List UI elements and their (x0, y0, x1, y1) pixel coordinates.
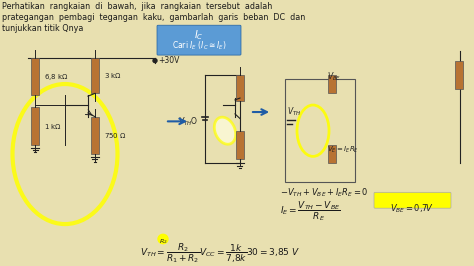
Text: Cari $I_E$ ($I_C \cong I_E$): Cari $I_E$ ($I_C \cong I_E$) (172, 39, 227, 52)
Bar (328, 145, 336, 163)
Bar (236, 75, 244, 101)
Text: prategangan  pembagi  tegangan  kaku,  gambarlah  garis  beban  DC  dan: prategangan pembagi tegangan kaku, gamba… (2, 13, 305, 22)
Text: $V_{TH}$O: $V_{TH}$O (178, 115, 198, 128)
Bar (236, 131, 244, 159)
Text: $V_{BE}$: $V_{BE}$ (327, 70, 341, 82)
Text: $I_E = \dfrac{V_{TH} - V_{BE}}{R_E}$: $I_E = \dfrac{V_{TH} - V_{BE}}{R_E}$ (280, 199, 341, 223)
FancyBboxPatch shape (157, 25, 241, 55)
Text: +30V: +30V (158, 56, 179, 65)
Bar (31, 107, 39, 145)
Text: $V_{TH} = \dfrac{R_2}{R_1 + R_2} V_{CC} = \dfrac{1k}{7{,}8k} 30 = 3{,}85\ V$: $V_{TH} = \dfrac{R_2}{R_1 + R_2} V_{CC} … (140, 241, 301, 265)
Text: 3 k$\Omega$: 3 k$\Omega$ (104, 71, 122, 80)
Text: $V_{BE} = 0{,}7V$: $V_{BE} = 0{,}7V$ (390, 203, 434, 215)
FancyBboxPatch shape (374, 192, 451, 208)
Text: 750 $\Omega$: 750 $\Omega$ (104, 131, 127, 140)
Text: tunjukkan titik Qnya: tunjukkan titik Qnya (2, 24, 83, 33)
Bar (31, 58, 39, 95)
Text: $V_{TH}$: $V_{TH}$ (287, 106, 301, 118)
Text: $V_E = I_E R_E$: $V_E = I_E R_E$ (327, 145, 359, 155)
Text: $I_C$: $I_C$ (194, 28, 204, 42)
Circle shape (158, 234, 168, 244)
Text: 1 k$\Omega$: 1 k$\Omega$ (44, 122, 62, 131)
Text: $R_2$: $R_2$ (159, 237, 167, 246)
Ellipse shape (214, 117, 236, 144)
Text: 6,8 k$\Omega$: 6,8 k$\Omega$ (44, 72, 69, 82)
Bar (285, 79, 355, 182)
Text: $-V_{TH} + V_{BE} + I_E R_E = 0$: $-V_{TH} + V_{BE} + I_E R_E = 0$ (280, 187, 368, 199)
Bar (455, 61, 463, 89)
Text: Perhatikan  rangkaian  di  bawah,  jika  rangkaian  tersebut  adalah: Perhatikan rangkaian di bawah, jika rang… (2, 2, 272, 11)
Bar (91, 58, 99, 93)
Bar (328, 75, 336, 93)
Bar (91, 117, 99, 154)
Circle shape (153, 59, 157, 63)
